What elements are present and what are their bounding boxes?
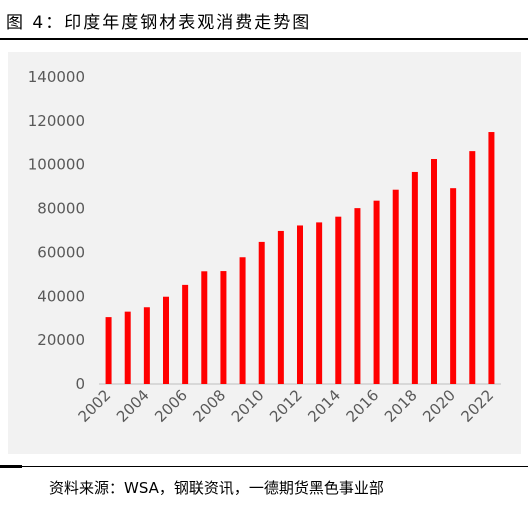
y-tick-label: 120000 <box>28 112 85 130</box>
footer-rule <box>0 466 528 467</box>
x-tick-label: 2016 <box>343 386 383 426</box>
figure-title: 图 4：印度年度钢材表观消费走势图 <box>6 13 312 33</box>
bar-2014 <box>335 216 342 384</box>
bar-2005 <box>163 296 169 384</box>
y-tick-label: 100000 <box>28 156 85 174</box>
bar-chart: 0 20000 40000 60000 80000 100000 120000 140000 2… <box>28 68 501 426</box>
bar-2016 <box>373 200 380 384</box>
bar-2018 <box>411 171 418 384</box>
footer-rule-tab <box>0 465 22 468</box>
bar-2004 <box>143 307 150 384</box>
bar-2021 <box>469 151 476 384</box>
bar-2013 <box>316 222 323 384</box>
bar-2011 <box>277 230 284 384</box>
bar-2020 <box>450 188 457 384</box>
y-tick-label: 80000 <box>37 200 85 218</box>
x-tick-label: 2008 <box>190 386 230 426</box>
x-tick-label: 2018 <box>381 386 421 426</box>
x-tick-label: 2006 <box>151 386 191 426</box>
bar-2006 <box>182 284 189 384</box>
y-tick-label: 0 <box>75 375 85 393</box>
bar-2008 <box>220 271 227 384</box>
x-tick-label: 2004 <box>113 386 153 426</box>
title-rule <box>0 38 528 40</box>
bar-2012 <box>297 225 303 384</box>
x-tick-label: 2012 <box>266 386 306 426</box>
bar-2010 <box>258 241 265 384</box>
bar-2002 <box>105 317 112 384</box>
x-tick-label: 2010 <box>228 386 268 426</box>
bar-2003 <box>124 311 131 384</box>
bar-2017 <box>392 189 399 384</box>
bar-2015 <box>354 208 361 384</box>
source-note: 资料来源：WSA，钢联资讯，一德期货黑色事业部 <box>49 479 384 497</box>
bar-2009 <box>239 257 246 384</box>
bar-2019 <box>431 159 437 384</box>
bar-2022 <box>488 132 495 384</box>
y-tick-label: 140000 <box>28 68 85 86</box>
y-tick-label: 60000 <box>37 243 85 261</box>
y-tick-label: 20000 <box>37 331 85 349</box>
bar-2007 <box>201 271 208 384</box>
chart-area: 0 20000 40000 60000 80000 100000 120000 140000 2… <box>8 52 521 454</box>
y-tick-label: 40000 <box>37 287 85 305</box>
x-tick-label: 2022 <box>458 386 498 426</box>
x-tick-label: 2020 <box>419 386 459 426</box>
x-tick-label: 2014 <box>304 386 344 426</box>
